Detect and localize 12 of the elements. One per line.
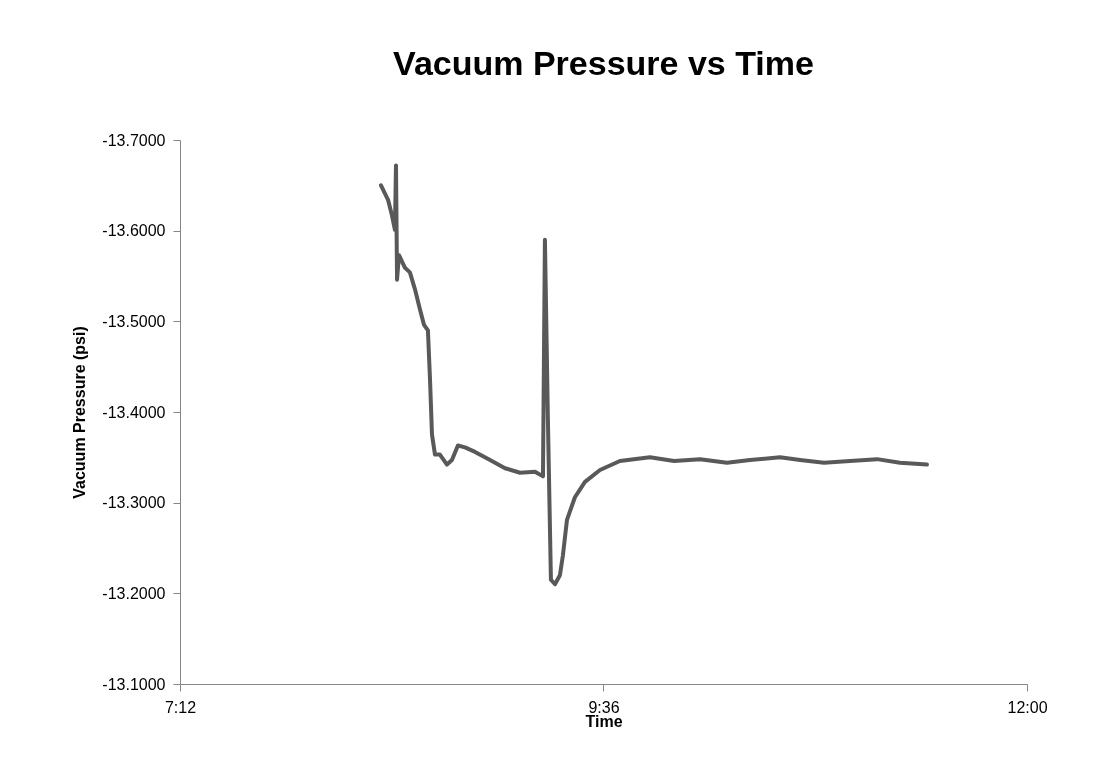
line-series [378, 163, 929, 587]
chart-title: Vacuum Pressure vs Time [393, 44, 814, 82]
y-axis-title: Vacuum Pressure (psi) [71, 326, 89, 499]
y-tick-label: -13.5000 [102, 312, 166, 330]
y-tick-label: -13.4000 [102, 403, 166, 421]
y-tick-label: -13.7000 [102, 131, 166, 149]
y-tick-label: -13.1000 [102, 675, 166, 693]
y-tick-label: -13.2000 [102, 584, 166, 602]
x-tick-label: 7:12 [164, 698, 197, 716]
y-tick-label: -13.6000 [102, 222, 166, 240]
y-tick-label: -13.3000 [102, 494, 166, 512]
x-tick-label: 12:00 [1007, 698, 1048, 716]
